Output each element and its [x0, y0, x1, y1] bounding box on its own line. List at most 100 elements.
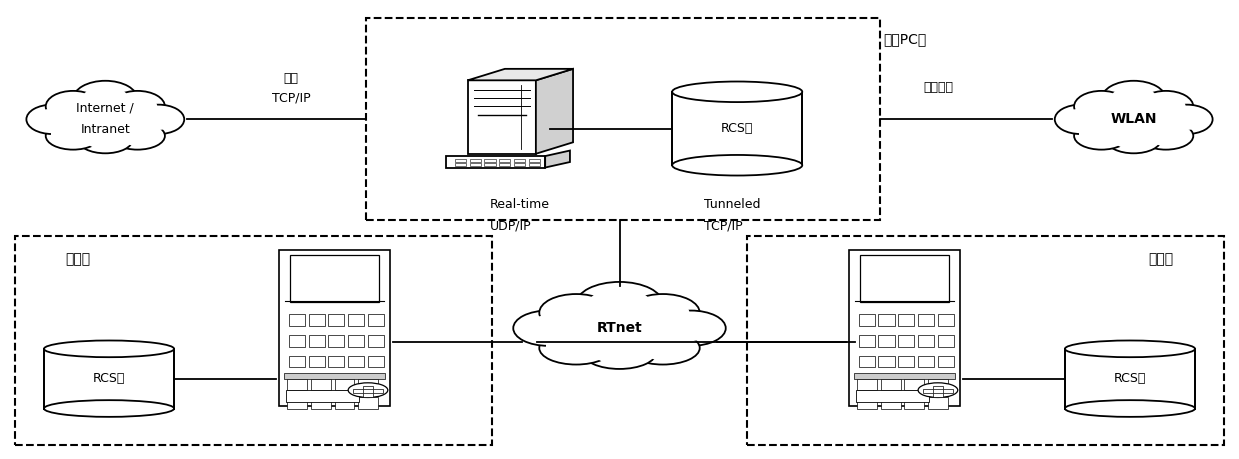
- Polygon shape: [514, 163, 525, 166]
- Text: 数控机: 数控机: [1149, 252, 1173, 266]
- Ellipse shape: [593, 341, 646, 364]
- Polygon shape: [898, 356, 914, 367]
- Polygon shape: [328, 335, 344, 347]
- Ellipse shape: [1066, 341, 1194, 357]
- Polygon shape: [279, 250, 390, 406]
- Polygon shape: [284, 373, 385, 379]
- Ellipse shape: [1161, 105, 1213, 134]
- Ellipse shape: [118, 126, 157, 146]
- Polygon shape: [287, 397, 307, 409]
- Ellipse shape: [1114, 129, 1154, 150]
- FancyBboxPatch shape: [366, 18, 880, 220]
- Polygon shape: [309, 356, 325, 367]
- Ellipse shape: [550, 299, 602, 326]
- Circle shape: [348, 383, 388, 397]
- Polygon shape: [849, 250, 960, 406]
- Polygon shape: [904, 397, 924, 409]
- Polygon shape: [857, 397, 877, 409]
- Polygon shape: [328, 314, 344, 326]
- Polygon shape: [928, 397, 948, 409]
- Ellipse shape: [53, 95, 93, 118]
- Polygon shape: [353, 389, 363, 393]
- Ellipse shape: [53, 102, 157, 137]
- Polygon shape: [938, 314, 954, 326]
- Ellipse shape: [1062, 109, 1099, 130]
- Polygon shape: [904, 379, 924, 390]
- Polygon shape: [455, 159, 466, 162]
- Polygon shape: [857, 379, 877, 390]
- Ellipse shape: [1082, 102, 1186, 137]
- Ellipse shape: [140, 109, 177, 130]
- Ellipse shape: [672, 155, 803, 175]
- Polygon shape: [335, 397, 354, 409]
- Polygon shape: [470, 163, 481, 166]
- Ellipse shape: [1066, 400, 1194, 417]
- Ellipse shape: [582, 336, 657, 369]
- Text: Real-time: Real-time: [489, 198, 549, 211]
- Text: RTnet: RTnet: [597, 321, 642, 335]
- Ellipse shape: [626, 294, 700, 331]
- Ellipse shape: [549, 307, 690, 349]
- Polygon shape: [918, 335, 934, 347]
- Polygon shape: [933, 393, 943, 397]
- Polygon shape: [545, 151, 570, 168]
- Polygon shape: [878, 314, 895, 326]
- Ellipse shape: [133, 105, 185, 134]
- Polygon shape: [467, 69, 572, 80]
- Polygon shape: [45, 349, 173, 409]
- Ellipse shape: [637, 299, 689, 326]
- Polygon shape: [933, 386, 943, 389]
- Polygon shape: [878, 356, 895, 367]
- Polygon shape: [348, 314, 364, 326]
- Ellipse shape: [550, 336, 602, 360]
- Ellipse shape: [46, 91, 100, 122]
- Ellipse shape: [1082, 95, 1121, 118]
- Polygon shape: [289, 314, 305, 326]
- Text: RCS库: RCS库: [1114, 372, 1146, 385]
- Text: 数控机: 数控机: [66, 252, 90, 266]
- Polygon shape: [499, 163, 510, 166]
- Polygon shape: [529, 163, 540, 166]
- Polygon shape: [923, 389, 933, 393]
- Ellipse shape: [589, 288, 650, 320]
- Polygon shape: [484, 159, 496, 162]
- Ellipse shape: [1101, 81, 1166, 118]
- Polygon shape: [348, 356, 364, 367]
- Ellipse shape: [667, 315, 716, 341]
- Text: 无线协议: 无线协议: [923, 81, 953, 94]
- Ellipse shape: [657, 311, 726, 346]
- Polygon shape: [51, 127, 160, 142]
- Ellipse shape: [1082, 126, 1121, 146]
- Polygon shape: [1064, 349, 1194, 409]
- Polygon shape: [286, 390, 359, 402]
- Ellipse shape: [118, 95, 157, 118]
- Polygon shape: [881, 379, 901, 390]
- Ellipse shape: [1139, 122, 1193, 150]
- Ellipse shape: [46, 122, 100, 150]
- Ellipse shape: [576, 282, 663, 326]
- Polygon shape: [358, 379, 378, 390]
- Polygon shape: [368, 314, 384, 326]
- Text: Intranet: Intranet: [81, 123, 130, 136]
- Polygon shape: [368, 335, 384, 347]
- Polygon shape: [446, 156, 545, 168]
- Polygon shape: [328, 356, 344, 367]
- Polygon shape: [368, 356, 384, 367]
- Polygon shape: [535, 69, 572, 154]
- Ellipse shape: [73, 81, 138, 118]
- Text: UDP/IP: UDP/IP: [489, 219, 532, 232]
- Ellipse shape: [513, 311, 582, 346]
- Polygon shape: [470, 159, 481, 162]
- Polygon shape: [287, 379, 307, 390]
- Polygon shape: [856, 390, 929, 402]
- Polygon shape: [860, 255, 949, 302]
- Ellipse shape: [539, 331, 613, 364]
- Polygon shape: [898, 335, 914, 347]
- Text: Internet /: Internet /: [77, 101, 134, 114]
- Polygon shape: [45, 349, 172, 408]
- Ellipse shape: [33, 109, 71, 130]
- Text: TCP/IP: TCP/IP: [271, 91, 311, 104]
- Text: Tunneled: Tunneled: [704, 198, 761, 211]
- FancyBboxPatch shape: [15, 236, 492, 445]
- FancyBboxPatch shape: [747, 236, 1224, 445]
